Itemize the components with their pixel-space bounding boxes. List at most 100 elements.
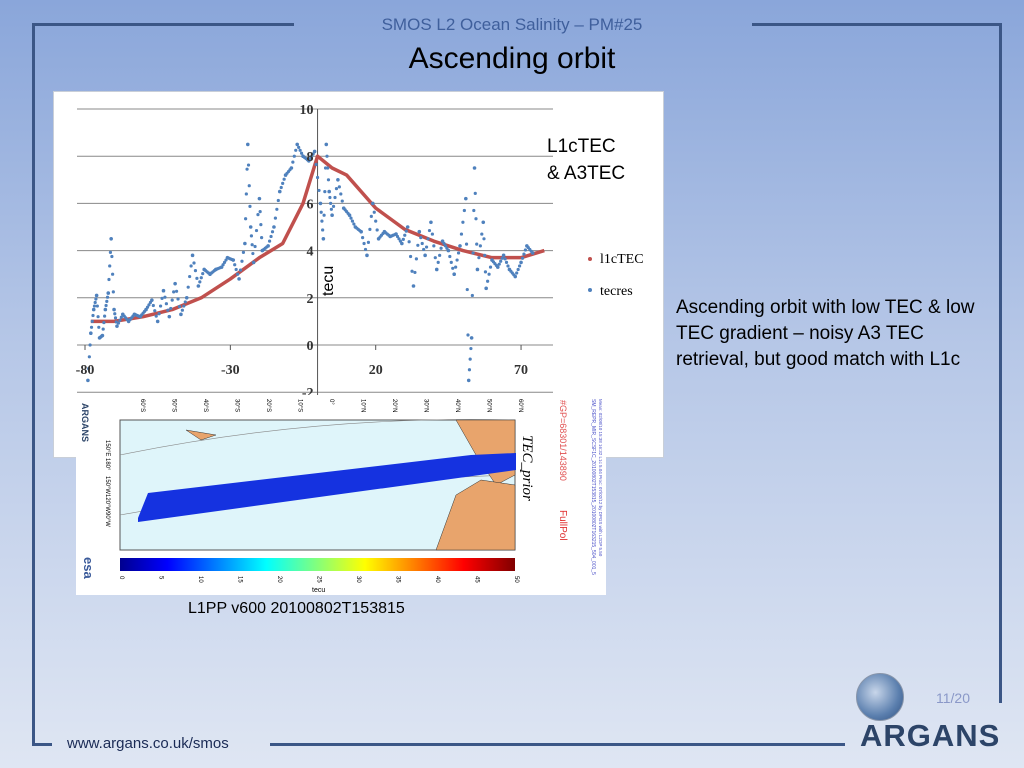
y-axis-label: tecu [320,266,337,296]
tecres-point [153,309,157,313]
tecres-point [100,333,105,338]
tecres-point [501,253,506,258]
tecres-point [93,300,97,305]
mode-label: FullPol [557,510,568,541]
x-tick-label: -80 [76,363,95,378]
x-tick-label: -30 [221,363,240,378]
tecres-point [253,244,257,249]
tecres-point [472,208,476,213]
tecres-point [429,220,433,225]
meta-info: Mean: 02/08/10 15:38 16:32 L1c 5.04 Proc… [598,399,603,557]
tecres-point [172,290,176,294]
tecres-point [474,217,478,221]
annotation-line1: L1cTEC [547,136,616,157]
tecres-point [259,223,263,227]
tecres-point [484,286,488,291]
colorbar-tick: 35 [395,576,401,583]
lat-label: 20°S [265,399,271,412]
tecres-point [258,210,262,214]
tecres-point [157,312,161,316]
tecres-point [91,307,96,312]
tecres-point [248,225,253,229]
tecres-point [430,232,434,236]
tecres-point [375,228,379,232]
tecres-point [370,201,375,206]
tecres-point [414,257,418,261]
tecres-point [320,219,324,223]
tecres-point [461,220,465,224]
tecres-point [279,185,283,190]
tecres-point [111,290,115,294]
colorbar-tick: 10 [197,576,203,583]
tecres-point [266,244,270,248]
tecres-point [495,265,500,269]
tecres-point [469,336,474,340]
lat-label: 10°N [360,399,366,412]
lat-label: 30°N [423,399,429,412]
tecres-point [105,299,109,303]
tecres-point [289,166,294,170]
footer-url[interactable]: www.argans.co.uk/smos [67,735,229,752]
tecres-point [488,265,493,269]
tecres-point [471,251,475,255]
tecres-point [160,296,164,300]
tecres-point [244,217,248,221]
tecres-point [184,296,189,300]
tecres-point [352,222,356,226]
tecres-point [251,260,256,265]
tecres-point [150,298,154,302]
tecres-point [417,229,422,234]
tecres-point [269,234,273,239]
tecres-point [369,214,373,218]
tecres-point [459,232,464,236]
tecres-point [467,368,472,372]
lat-label: 50°N [486,399,492,412]
tecres-point [173,281,177,286]
tecres-point [333,195,337,200]
tecres-point [221,263,225,267]
tecres-point [350,219,355,223]
series-line-l1ctec [90,154,545,324]
tecres-point [103,314,107,318]
tecres-point [179,312,183,317]
tecres-point [314,162,318,167]
lat-label: 50°S [171,399,177,412]
tecres-point [106,291,111,295]
tecres-point [166,308,170,312]
tecres-point [275,207,279,211]
tecres-point [107,277,111,282]
tecres-point [112,307,116,312]
tecres-point [113,316,118,320]
tecres-point [186,285,190,289]
colorbar-tick: 5 [158,576,164,580]
globe-icon [856,673,904,721]
tecres-point [244,192,248,196]
tecres-point [365,253,369,258]
tecres-point [176,297,180,301]
tecres-point [101,327,105,331]
tecres-point [86,378,90,383]
tecres-point [487,272,491,276]
tecres-point [169,306,173,311]
tec-prior-map: ARGANS TEC_prior #GP=68301/143890 FullPo… [76,395,606,595]
tecres-point [433,256,437,260]
tecres-point [331,204,336,208]
tecres-point [420,241,424,246]
tecres-point [324,142,329,147]
land-island [185,429,217,441]
tecres-point [241,250,246,254]
colorbar-tick: 20 [276,576,282,583]
tecres-point [256,213,260,217]
tecres-point [413,270,417,275]
tecres-point [188,274,192,279]
tecres-point [468,357,472,361]
tecres-point [89,325,94,329]
tecres-point [481,220,486,225]
tecres-point [270,230,275,234]
tecres-point [482,237,486,241]
tecres-point [95,304,99,308]
tecres-point [198,280,202,284]
tecres-point [486,279,490,283]
tecres-point [161,288,166,293]
tecres-point [329,201,333,205]
